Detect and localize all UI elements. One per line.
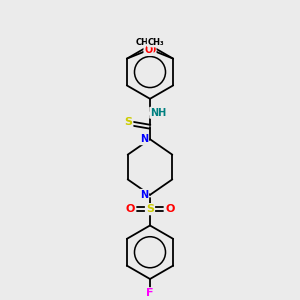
Text: CH₃: CH₃ (136, 38, 152, 46)
Text: O: O (144, 45, 153, 55)
Text: N: N (140, 190, 148, 200)
Text: O: O (147, 45, 156, 55)
Text: NH: NH (150, 108, 167, 118)
Text: S: S (124, 117, 132, 127)
Text: O: O (165, 204, 175, 214)
Text: N: N (140, 134, 148, 144)
Text: F: F (146, 288, 154, 298)
Text: S: S (146, 204, 154, 214)
Text: CH₃: CH₃ (148, 38, 164, 46)
Text: O: O (125, 204, 135, 214)
